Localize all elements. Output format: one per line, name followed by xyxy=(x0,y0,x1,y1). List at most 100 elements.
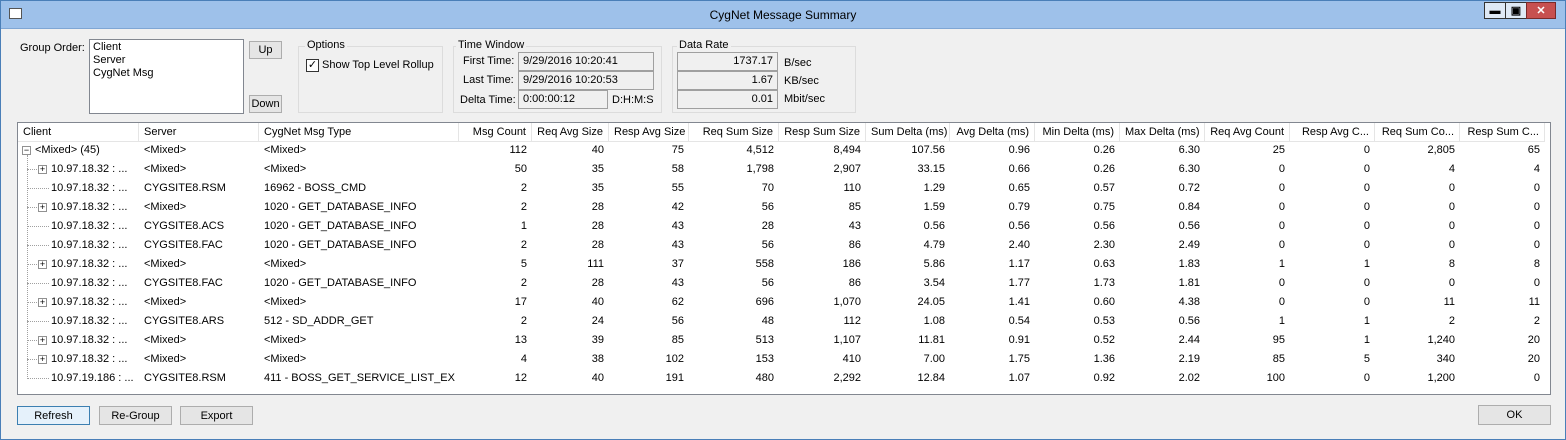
column-header[interactable]: Avg Delta (ms) xyxy=(950,123,1035,141)
title-bar[interactable]: CygNet Message Summary ▬ ▣ ✕ xyxy=(1,1,1565,29)
table-row[interactable]: 10.97.18.32 : ... CYGSITE8.FAC 1020 - GET_… xyxy=(18,236,1545,255)
table-cell: 17 xyxy=(514,296,527,308)
table-cell: 8,494 xyxy=(833,144,861,156)
table-cell: 48 xyxy=(761,315,774,327)
table-cell: 2.40 xyxy=(1008,239,1030,251)
table-cell: 1.77 xyxy=(1008,277,1030,289)
expand-icon[interactable]: + xyxy=(38,335,47,345)
maximize-icon: ▣ xyxy=(1510,5,1522,17)
up-button[interactable]: Up xyxy=(249,41,282,59)
column-header[interactable]: Sum Delta (ms) xyxy=(866,123,950,141)
column-header[interactable]: Req Sum Size xyxy=(689,123,779,141)
expand-icon[interactable]: + xyxy=(38,297,47,307)
column-header[interactable]: Max Delta (ms) xyxy=(1120,123,1205,141)
table-cell: 0 xyxy=(1363,296,1370,308)
table-cell: 28 xyxy=(591,220,604,232)
table-cell: 4.38 xyxy=(1178,296,1200,308)
table-cell: <Mixed> (45) xyxy=(35,144,100,156)
checkmark-icon: ✓ xyxy=(307,59,318,71)
column-header[interactable]: CygNet Msg Type xyxy=(259,123,459,141)
maximize-button[interactable]: ▣ xyxy=(1505,2,1527,19)
table-cell: 39 xyxy=(591,334,604,346)
table-cell: 40 xyxy=(591,144,604,156)
table-cell: 191 xyxy=(665,372,684,384)
table-cell: 10.97.18.32 : ... xyxy=(51,201,128,213)
table-row[interactable]: 10.97.19.186 : ... CYGSITE8.RSM 411 - BOSS… xyxy=(18,369,1545,388)
column-header[interactable]: Server xyxy=(139,123,259,141)
table-row[interactable]: 10.97.18.32 : ... <Mixed> <Mixed> 13 39 85 513… xyxy=(18,331,1545,350)
table-row[interactable]: 10.97.18.32 : ... CYGSITE8.ARS 512 - SD_AD… xyxy=(18,312,1545,331)
column-header[interactable]: Msg Count xyxy=(459,123,532,141)
table-row[interactable]: 10.97.18.32 : ... <Mixed> <Mixed> 17 40 62 696… xyxy=(18,293,1545,312)
close-icon: ✕ xyxy=(1536,5,1546,17)
table-row[interactable]: 10.97.18.32 : ... <Mixed> <Mixed> 4 38 102 153… xyxy=(18,350,1545,369)
refresh-button[interactable]: Refresh xyxy=(17,406,90,425)
table-cell: 411 - BOSS_GET_SERVICE_LIST_EX xyxy=(264,372,455,384)
column-header[interactable]: Req Avg Size xyxy=(532,123,609,141)
export-button[interactable]: Export xyxy=(180,406,253,425)
table-cell: 10.97.18.32 : ... xyxy=(51,182,128,194)
window-title: CygNet Message Summary xyxy=(709,8,857,22)
table-row[interactable]: 10.97.18.32 : ... CYGSITE8.ACS 1020 - GET_… xyxy=(18,217,1545,236)
group-order-item[interactable]: Server xyxy=(93,54,126,66)
expand-icon[interactable]: + xyxy=(38,354,47,364)
group-order-item[interactable]: CygNet Msg xyxy=(93,67,154,79)
table-cell: 0 xyxy=(1533,182,1540,194)
down-button[interactable]: Down xyxy=(249,95,282,113)
table-cell: 410 xyxy=(842,353,861,365)
show-top-level-rollup-checkbox[interactable]: ✓ xyxy=(306,59,319,72)
table-row[interactable]: 10.97.18.32 : ... <Mixed> <Mixed> 5 111 37 558… xyxy=(18,255,1545,274)
tree-connector xyxy=(27,321,49,322)
table-cell: 28 xyxy=(591,239,604,251)
column-header[interactable]: Resp Avg Size xyxy=(609,123,689,141)
table-cell: 0 xyxy=(1448,201,1455,213)
table-cell: <Mixed> xyxy=(264,296,307,308)
column-header[interactable]: Resp Avg C... xyxy=(1290,123,1375,141)
tree-connector xyxy=(27,302,39,303)
table-row[interactable]: 10.97.18.32 : ... CYGSITE8.RSM 16962 - BOS… xyxy=(18,179,1545,198)
table-cell: 43 xyxy=(848,220,861,232)
table-cell: 2 xyxy=(520,201,527,213)
table-cell: 10.97.19.186 : ... xyxy=(51,372,134,384)
tree-connector xyxy=(27,169,39,170)
table-cell: 10.97.18.32 : ... xyxy=(51,334,128,346)
column-header[interactable]: Min Delta (ms) xyxy=(1035,123,1120,141)
table-row[interactable]: <Mixed> (45) <Mixed> <Mixed> 112 40 75 4,512 8,… xyxy=(18,141,1545,160)
table-row[interactable]: 10.97.18.32 : ... <Mixed> <Mixed> 50 35 58 1,7… xyxy=(18,160,1545,179)
column-header[interactable]: Client xyxy=(18,123,139,141)
table-cell: 11 xyxy=(1528,296,1540,308)
expand-icon[interactable]: + xyxy=(38,259,47,269)
table-cell: 4.79 xyxy=(923,239,945,251)
column-header[interactable]: Resp Sum Size xyxy=(779,123,866,141)
message-summary-grid[interactable]: Client Server CygNet Msg Type Msg Count Req … xyxy=(17,122,1551,395)
ok-button[interactable]: OK xyxy=(1478,405,1551,425)
table-cell: 112 xyxy=(509,144,527,156)
table-cell: 56 xyxy=(761,239,774,251)
column-header[interactable]: Req Sum Co... xyxy=(1375,123,1460,141)
table-row[interactable]: 10.97.18.32 : ... CYGSITE8.FAC 1020 - GET_… xyxy=(18,274,1545,293)
group-order-list[interactable]: Client Server CygNet Msg xyxy=(89,39,244,114)
first-time-label: First Time: xyxy=(463,55,515,67)
table-cell: 0.56 xyxy=(923,220,945,232)
table-cell: <Mixed> xyxy=(144,334,187,346)
table-cell: 111 xyxy=(587,258,604,270)
table-cell: 62 xyxy=(671,296,684,308)
table-cell: 2 xyxy=(520,239,527,251)
column-header[interactable]: Resp Sum C... xyxy=(1460,123,1545,141)
table-row[interactable]: 10.97.18.32 : ... <Mixed> 1020 - GET_DATAB… xyxy=(18,198,1545,217)
table-cell: 28 xyxy=(591,201,604,213)
minimize-button[interactable]: ▬ xyxy=(1484,2,1506,19)
expand-icon[interactable]: + xyxy=(38,202,47,212)
table-cell: 8 xyxy=(1533,258,1540,270)
table-cell: 24.05 xyxy=(917,296,945,308)
table-cell: 70 xyxy=(761,182,774,194)
collapse-icon[interactable]: − xyxy=(22,145,31,155)
close-button[interactable]: ✕ xyxy=(1526,2,1556,19)
table-cell: 1.41 xyxy=(1008,296,1030,308)
table-cell: <Mixed> xyxy=(144,296,187,308)
regroup-button[interactable]: Re-Group xyxy=(99,406,172,425)
table-cell: <Mixed> xyxy=(144,163,187,175)
expand-icon[interactable]: + xyxy=(38,164,47,174)
group-order-item[interactable]: Client xyxy=(93,41,122,53)
column-header[interactable]: Req Avg Count xyxy=(1205,123,1290,141)
